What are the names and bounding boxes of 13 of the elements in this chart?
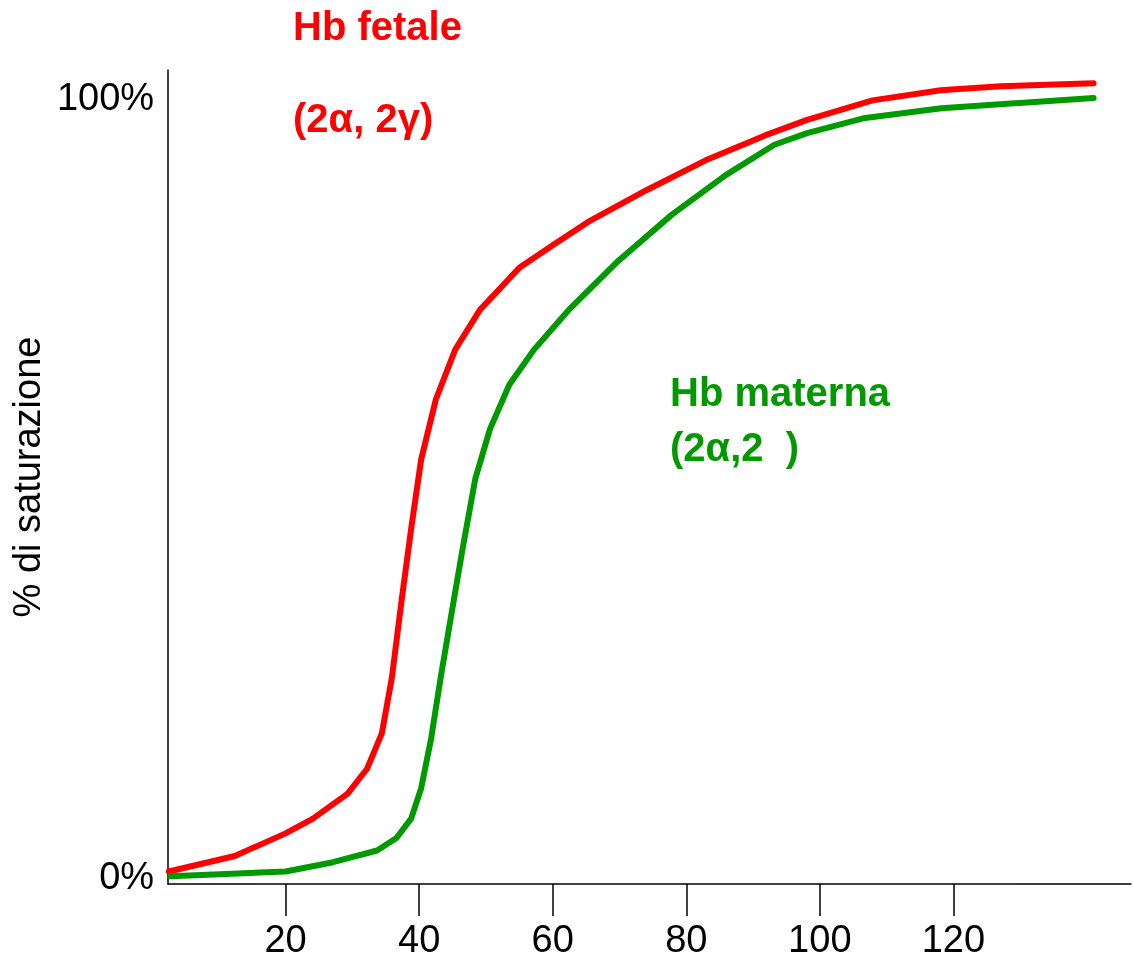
x-tick-label: 120	[921, 918, 986, 960]
x-tick-label: 40	[398, 918, 441, 960]
annotation: (2α, 2γ)	[293, 96, 434, 140]
x-tick-label: 80	[665, 918, 708, 960]
x-tick-label: 20	[264, 918, 307, 960]
x-tick-label: 60	[531, 918, 574, 960]
x-tick-label: 100	[788, 918, 852, 960]
y-tick-label: 0%	[99, 855, 155, 898]
text: Hb materna	[670, 370, 891, 414]
text: Hb fetale	[293, 4, 462, 48]
y-axis-title: % di saturazione	[6, 336, 48, 618]
y-tick-label: 100%	[56, 76, 155, 119]
annotation: (2α,2 )	[670, 425, 800, 469]
